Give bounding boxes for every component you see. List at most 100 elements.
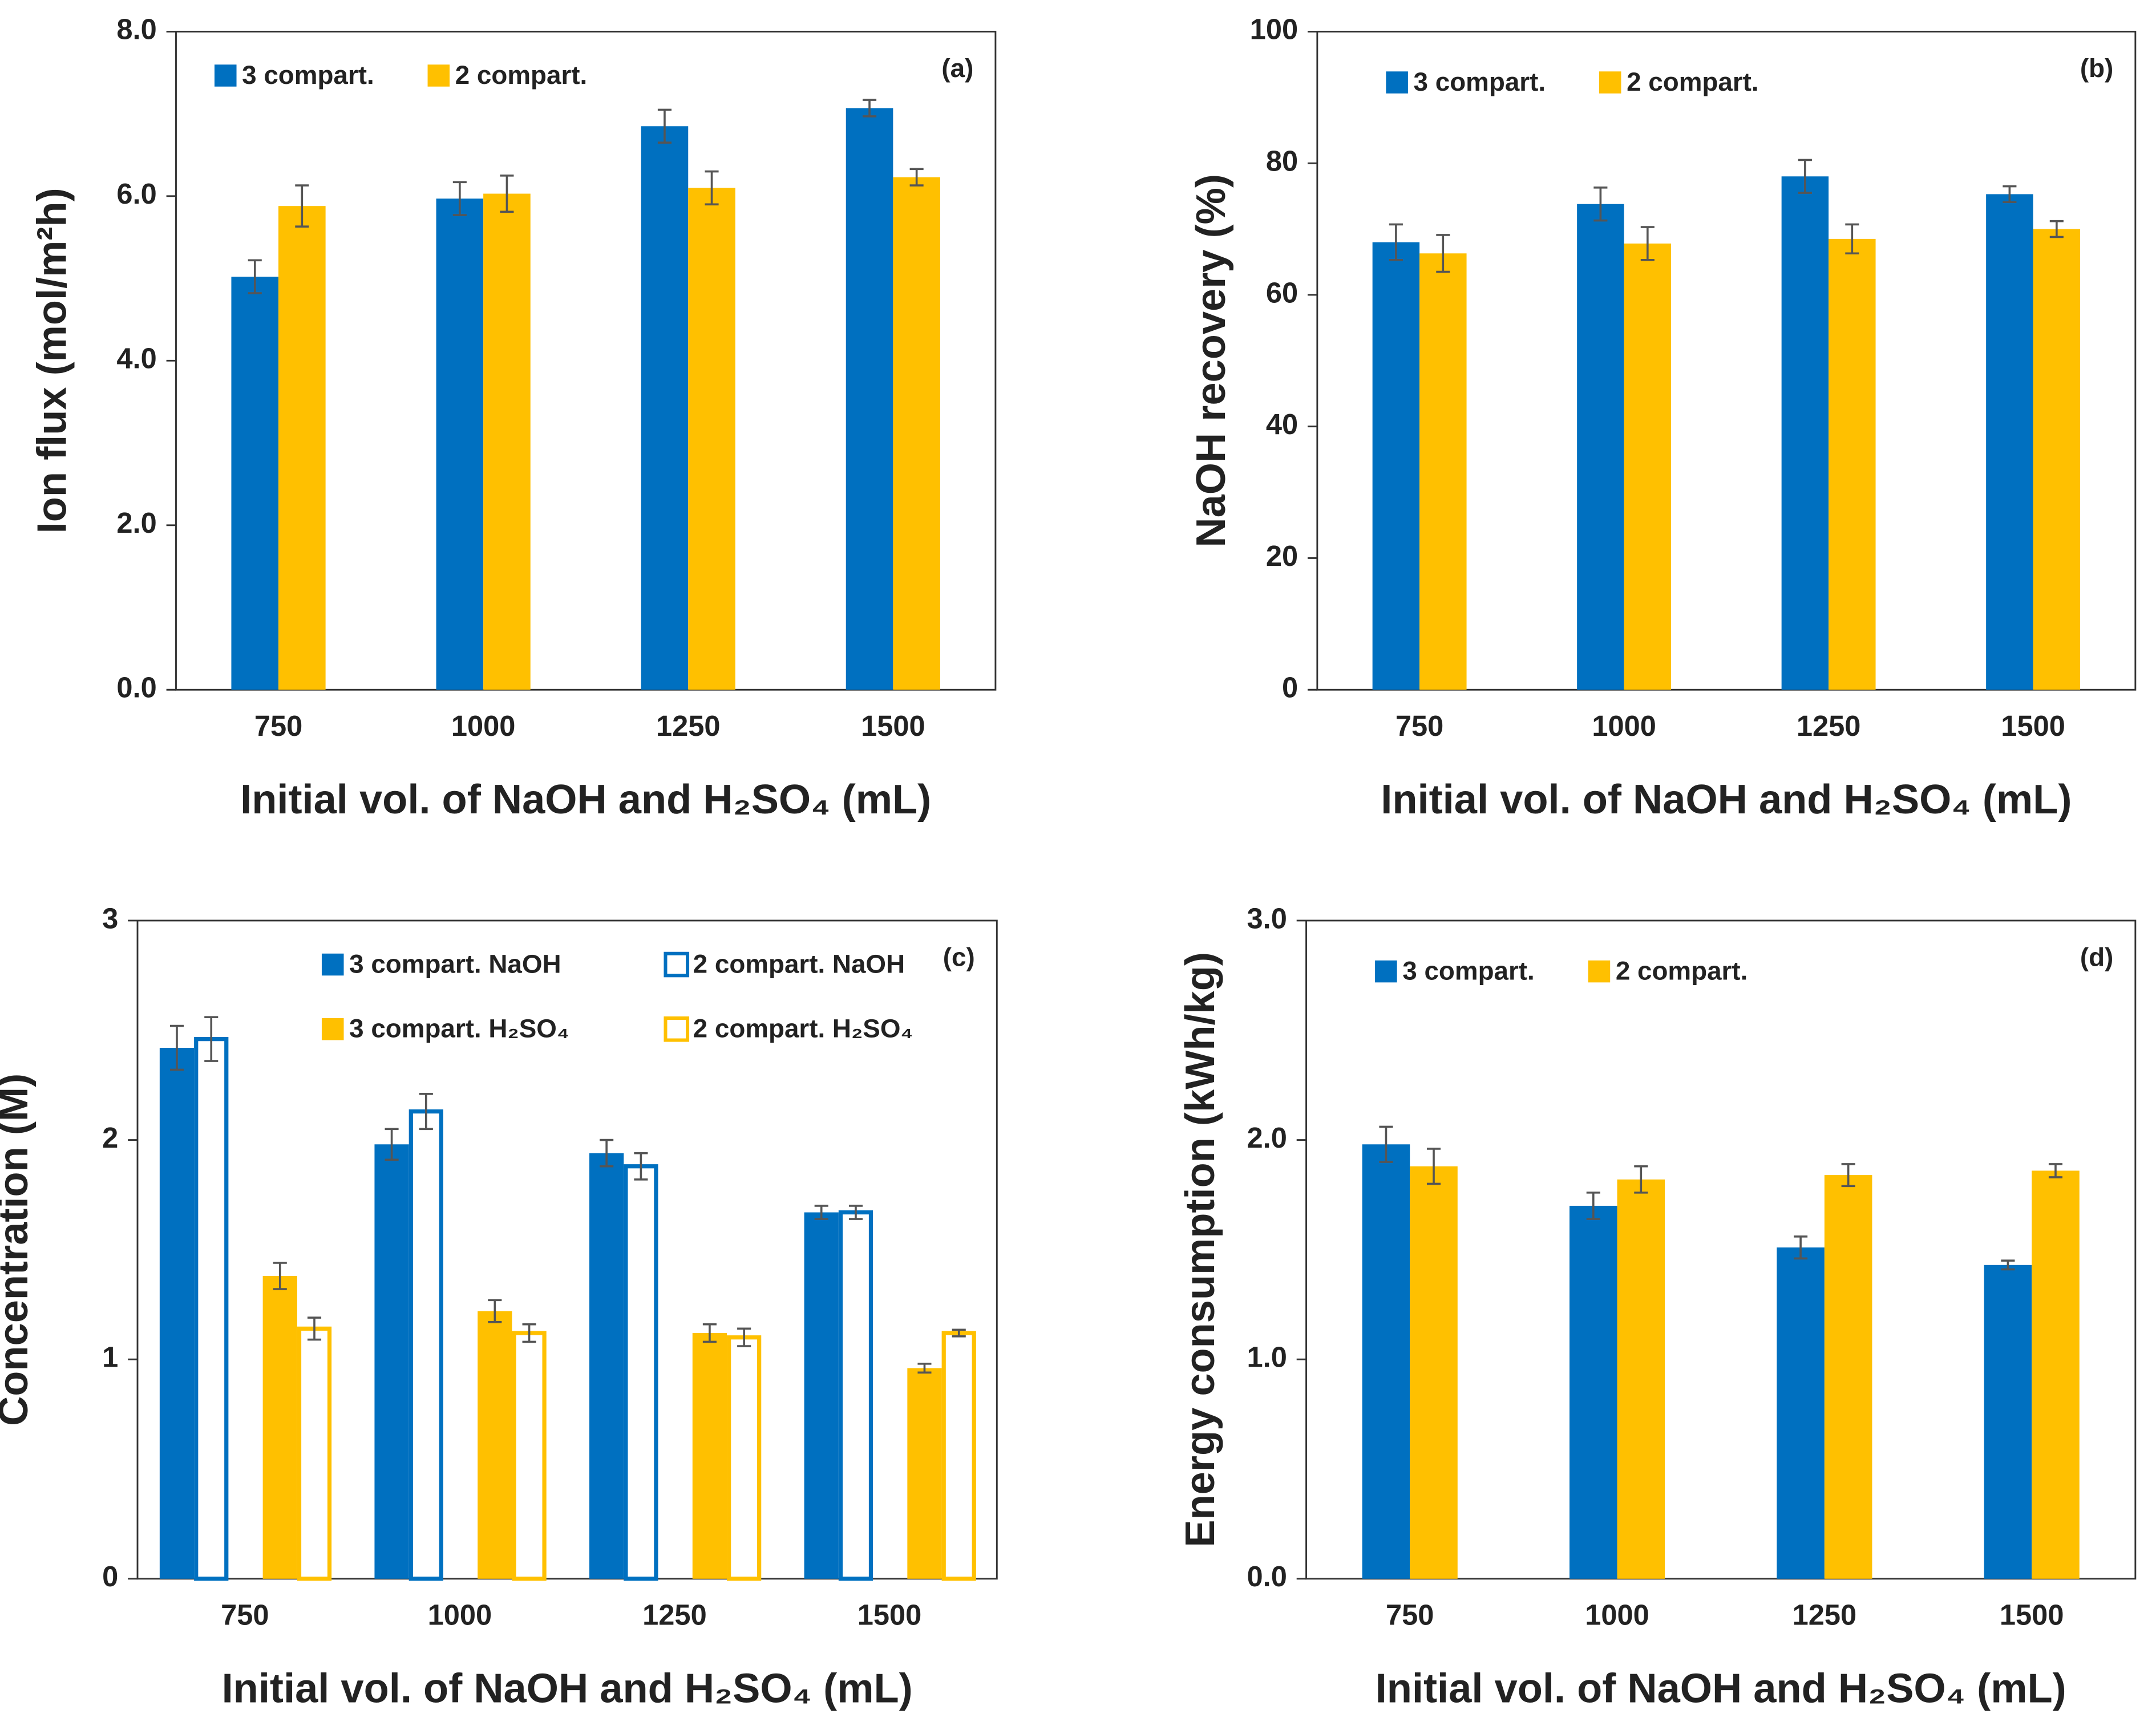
y-tick-label: 20 [1266, 540, 1298, 572]
legend-swatch [321, 953, 344, 976]
bar [483, 193, 531, 690]
legend-swatch [1386, 71, 1408, 94]
panel-label: (c) [943, 942, 975, 971]
x-tick-label: 750 [1386, 1599, 1434, 1631]
error-bar [952, 1328, 966, 1338]
error-bar [1436, 234, 1450, 273]
x-tick-label: 750 [254, 710, 302, 742]
error-bar [307, 1316, 322, 1341]
error-bar [1845, 223, 1859, 255]
y-tick-label: 1.0 [1247, 1341, 1287, 1374]
error-bar [814, 1205, 828, 1220]
error-bar [452, 181, 467, 216]
x-tick-label: 1500 [857, 1599, 922, 1631]
bar [727, 1335, 762, 1581]
y-tick-label: 2 [102, 1121, 118, 1154]
error-bar [522, 1323, 536, 1343]
bar [893, 177, 940, 690]
bar [194, 1037, 229, 1581]
error-bar [600, 1139, 614, 1168]
y-tick-label: 6.0 [116, 177, 156, 210]
x-tick-label: 1500 [861, 710, 925, 742]
error-bar [917, 1363, 932, 1374]
y-tick-label: 4.0 [116, 342, 156, 375]
error-bar [1794, 1235, 1808, 1260]
y-tick-label: 0.0 [1247, 1560, 1287, 1593]
x-axis-label: Initial vol. of NaOH and H₂SO₄ (mL) [240, 777, 931, 823]
error-bar [204, 1016, 219, 1062]
error-bar [737, 1327, 751, 1347]
legend-swatch [427, 64, 450, 87]
bar [297, 1326, 332, 1581]
bar [1777, 1247, 1825, 1579]
error-bar [1593, 187, 1608, 222]
bar [159, 1048, 195, 1579]
error-bar [705, 170, 719, 206]
x-tick-label: 750 [221, 1599, 269, 1631]
x-tick-label: 1000 [1585, 1599, 1649, 1631]
error-bar [702, 1323, 717, 1343]
x-tick-label: 750 [1395, 710, 1443, 742]
legend-label: 3 compart. NaOH [349, 950, 561, 979]
error-bar [1841, 1163, 1855, 1188]
y-tick-label: 2.0 [1247, 1121, 1287, 1154]
legend-label: 2 compart. [1627, 67, 1759, 96]
bar [624, 1164, 658, 1581]
y-axis-label: Concentration (M) [0, 1073, 37, 1426]
error-bar [488, 1299, 502, 1323]
error-bar [2049, 220, 2064, 238]
error-bar [1389, 223, 1403, 261]
legend-swatch [1375, 960, 1397, 983]
panel-label: (b) [2080, 54, 2113, 83]
error-bar [2001, 1259, 2015, 1271]
error-bar [169, 1024, 184, 1071]
y-axis-label: Ion flux (mol/m²h) [29, 188, 75, 533]
legend-label: 3 compart. [1402, 957, 1535, 986]
error-bar [1798, 159, 1812, 194]
error-bar [419, 1092, 433, 1131]
y-tick-label: 2.0 [116, 507, 156, 539]
legend-swatch [664, 1016, 690, 1042]
bar [512, 1331, 547, 1581]
legend-label: 2 compart. H₂SO₄ [693, 1014, 913, 1043]
error-bar [273, 1262, 287, 1290]
error-bar [2003, 185, 2017, 204]
error-bar [1426, 1148, 1441, 1185]
plot-frame [136, 919, 998, 1580]
bar [838, 1210, 873, 1581]
error-bar [1586, 1192, 1600, 1220]
plot-frame [1305, 919, 2137, 1580]
bar [374, 1144, 409, 1579]
legend-swatch [214, 64, 237, 87]
panel-label: (a) [941, 54, 973, 83]
error-bar [848, 1205, 863, 1220]
legend-swatch [1588, 960, 1611, 983]
legend-label: 2 compart. [1616, 957, 1748, 986]
legend-swatch [321, 1018, 344, 1040]
plot-frame [1316, 30, 2137, 691]
x-axis-label: Initial vol. of NaOH and H₂SO₄ (mL) [222, 1666, 913, 1711]
bar [2032, 1170, 2080, 1579]
legend-swatch [664, 951, 690, 978]
bar [1419, 253, 1467, 690]
error-bar [634, 1152, 648, 1181]
bar [1410, 1166, 1458, 1579]
y-tick-label: 3 [102, 902, 118, 934]
x-tick-label: 1000 [1592, 710, 1656, 742]
x-axis-label: Initial vol. of NaOH and H₂SO₄ (mL) [1381, 777, 2072, 823]
bar [231, 277, 279, 690]
bar [278, 206, 326, 690]
legend-label: 2 compart. [455, 60, 588, 90]
bar [1984, 1265, 2032, 1579]
bar [688, 188, 735, 690]
y-tick-label: 60 [1266, 276, 1298, 309]
error-bar [385, 1128, 399, 1161]
x-tick-label: 1500 [2000, 1599, 2064, 1631]
legend-swatch [1599, 71, 1621, 94]
bar [941, 1331, 976, 1581]
y-tick-label: 3.0 [1247, 902, 1287, 934]
error-bar [862, 99, 877, 118]
x-tick-label: 1250 [1797, 710, 1861, 742]
bar [1569, 1205, 1617, 1579]
